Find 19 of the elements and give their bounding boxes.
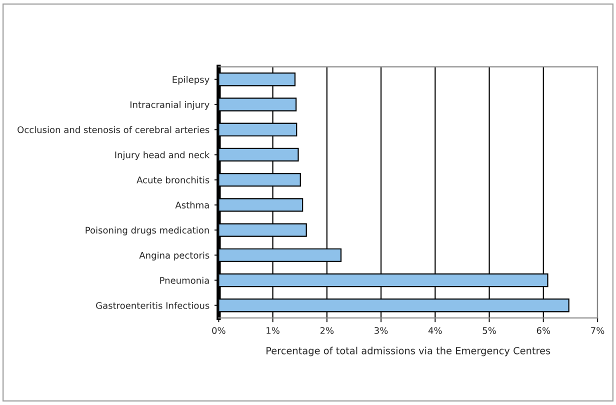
y-tick-label: Intracranial injury: [130, 101, 210, 110]
y-tick-label: Asthma: [175, 202, 209, 208]
y-tick-label: Acute bronchitis: [136, 176, 210, 184]
y-tick-label: Occlusion and stenosis of cerebral arteries: [18, 126, 210, 134]
x-tick-label: 5%: [482, 327, 496, 334]
x-axis-title: Percentage of total admissions via the Emergency Centres: [266, 346, 550, 356]
x-tick-label: 6%: [536, 327, 550, 334]
y-tick-label: Epilepsy: [172, 76, 210, 85]
y-tick-label: Pneumonia: [160, 276, 209, 284]
x-tick-label: 2%: [320, 327, 334, 334]
x-tick-label: 3%: [374, 327, 388, 334]
x-tick-label: 0%: [212, 327, 226, 334]
x-tick-label: 7%: [591, 327, 604, 334]
y-tick-label: Angina pectoris: [139, 252, 210, 260]
y-tick-label: Poisoning drugs medication: [86, 226, 209, 236]
x-tick-label: 4%: [428, 327, 442, 334]
y-tick-label: Gastroenteritis Infectious: [96, 302, 210, 309]
x-tick-label: 1%: [266, 327, 280, 334]
y-tick-label: Injury head and neck: [115, 151, 210, 160]
